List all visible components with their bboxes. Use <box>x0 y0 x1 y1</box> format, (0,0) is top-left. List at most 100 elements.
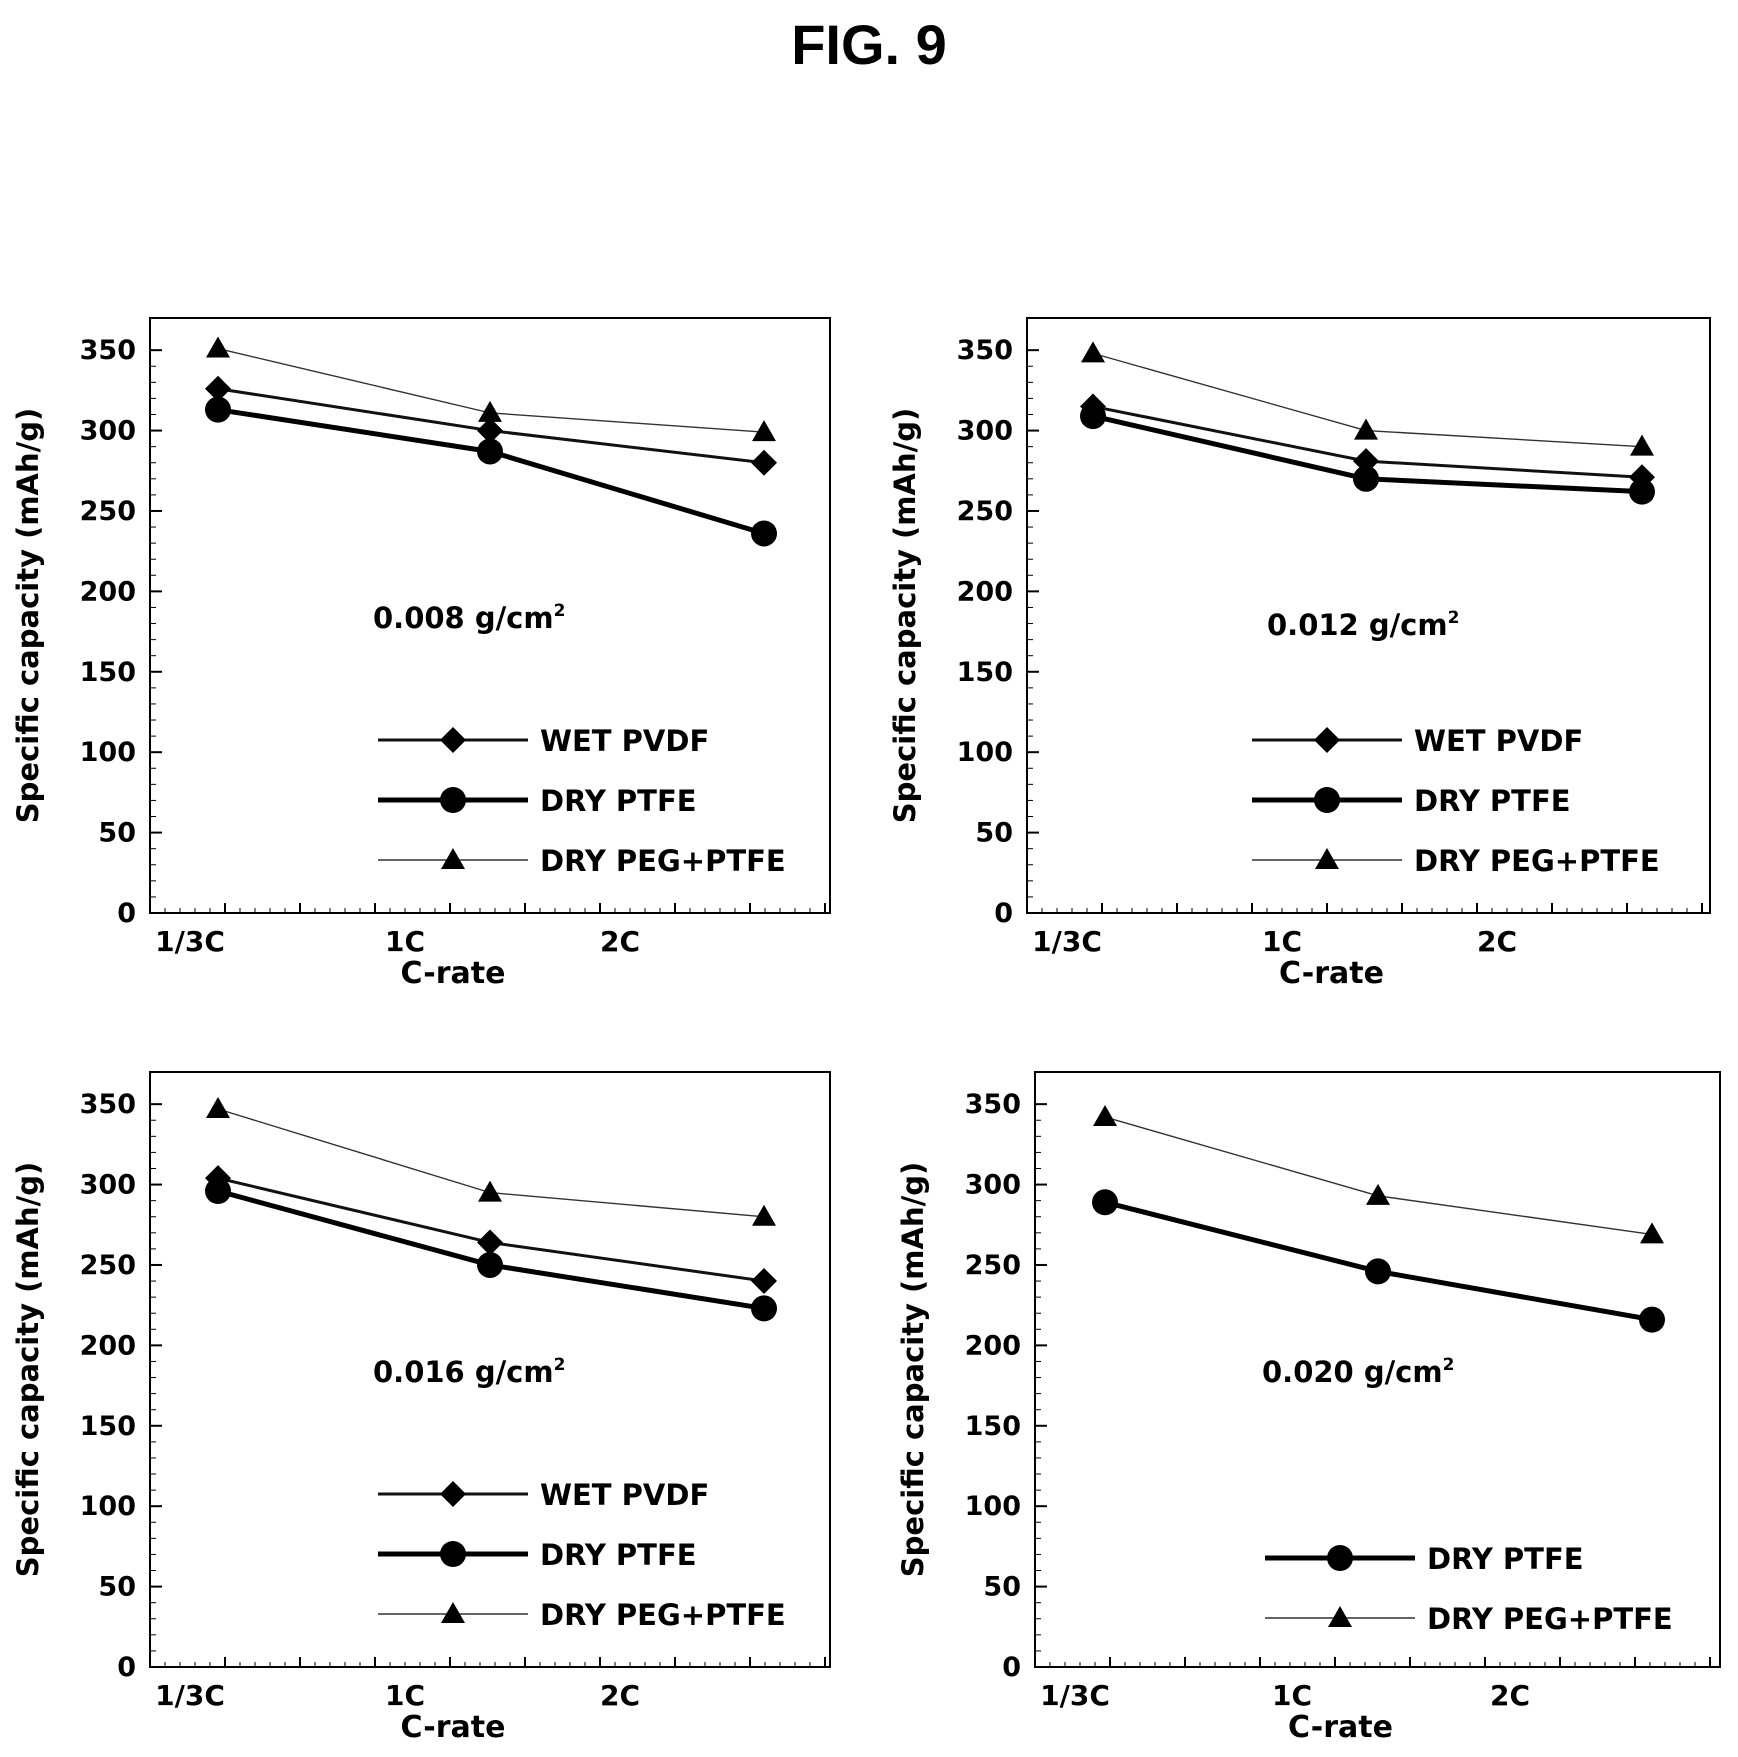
x-axis-label: C-rate <box>1288 1710 1393 1745</box>
data-point-triangle <box>478 1180 502 1202</box>
plot-frame <box>1034 1071 1721 1668</box>
x-tick-label: 1C <box>385 1679 425 1712</box>
y-tick-label: 0 <box>1002 1652 1021 1683</box>
chart-panel-3: 0 50 100 150 200 250 300 350 1/3C 1C 2C C-rate Speci… <box>11 1071 831 1745</box>
data-point-circle <box>205 396 231 423</box>
legend-label: DRY PEG+PTFE <box>540 844 786 878</box>
y-tick-label: 200 <box>80 576 136 607</box>
legend-label: DRY PEG+PTFE <box>1427 1602 1673 1636</box>
y-tick-label: 250 <box>80 496 136 527</box>
y-axis-label: Specific capacity (mAh/g) <box>896 1162 930 1577</box>
data-point-triangle <box>1630 434 1654 456</box>
y-tick-label: 300 <box>80 1170 136 1201</box>
density-annotation-superscript: 2 <box>554 1355 566 1375</box>
x-tick-label: 1C <box>1262 925 1302 958</box>
legend-label: DRY PEG+PTFE <box>1414 844 1660 878</box>
figure-title: FIG. 9 <box>791 13 947 76</box>
legend-entry: DRY PTFE <box>1252 784 1571 818</box>
legend-label: WET PVDF <box>540 724 709 758</box>
data-point-triangle <box>1354 418 1378 440</box>
y-tick-label: 100 <box>80 1491 136 1522</box>
y-tick-label: 300 <box>80 416 136 447</box>
y-tick-label: 50 <box>975 818 1013 849</box>
y-tick-label: 50 <box>983 1572 1021 1603</box>
data-point-triangle <box>206 336 230 358</box>
y-axis-label: Specific capacity (mAh/g) <box>11 1162 45 1577</box>
legend-entry: DRY PTFE <box>1265 1542 1584 1576</box>
data-point-triangle <box>478 400 502 422</box>
x-tick-label: 1/3C <box>155 1679 225 1712</box>
y-tick-label: 350 <box>957 335 1013 366</box>
data-point-circle <box>1629 478 1655 505</box>
y-tick-label: 0 <box>117 898 136 929</box>
y-tick-label: 250 <box>965 1250 1021 1281</box>
plot-frame <box>1026 317 1711 914</box>
chart-panel-1: 0 50 100 150 200 250 300 350 1/3C 1C 2C C-rate Speci… <box>11 317 831 991</box>
data-point-triangle <box>1081 341 1105 363</box>
y-tick-label: 200 <box>957 576 1013 607</box>
data-point-triangle <box>1640 1222 1664 1244</box>
x-tick-label: 1C <box>385 925 425 958</box>
y-tick-label: 50 <box>98 1572 136 1603</box>
x-tick-label: 2C <box>600 925 640 958</box>
x-tick-label: 1/3C <box>155 925 225 958</box>
density-annotation: 0.020 g/cm2 <box>1262 1355 1454 1389</box>
data-point-triangle <box>1366 1183 1390 1205</box>
legend-entry: DRY PTFE <box>378 1538 697 1572</box>
data-point-circle <box>751 520 777 547</box>
legend-entry: DRY PEG+PTFE <box>1252 844 1660 878</box>
data-point-circle <box>1080 403 1106 430</box>
x-tick-label: 1C <box>1272 1679 1312 1712</box>
data-point-triangle <box>1093 1105 1117 1127</box>
y-tick-label: 350 <box>80 1089 136 1120</box>
legend-marker-circle <box>1314 787 1340 813</box>
y-tick-label: 150 <box>965 1411 1021 1442</box>
density-annotation: 0.012 g/cm2 <box>1267 608 1459 642</box>
y-tick-label: 100 <box>957 737 1013 768</box>
y-tick-label: 200 <box>80 1330 136 1361</box>
series-line-dry-peg-ptfe <box>1104 1116 1653 1236</box>
chart-panel-2: 0 50 100 150 200 250 300 350 1/3C 1C 2C C-rate Speci… <box>888 317 1711 991</box>
data-point-diamond <box>751 1268 777 1295</box>
y-axis-label: Specific capacity (mAh/g) <box>888 408 922 823</box>
y-tick-label: 150 <box>80 657 136 688</box>
legend-label: DRY PEG+PTFE <box>540 1598 786 1632</box>
legend-marker-triangle <box>1315 848 1339 869</box>
legend-label: WET PVDF <box>1414 724 1583 758</box>
data-point-circle <box>751 1295 777 1322</box>
legend-label: WET PVDF <box>540 1478 709 1512</box>
y-tick-label: 300 <box>965 1170 1021 1201</box>
density-annotation: 0.008 g/cm2 <box>373 601 565 635</box>
legend-marker-triangle <box>441 1602 465 1623</box>
legend-marker-circle <box>440 1541 466 1567</box>
legend-entry: DRY PEG+PTFE <box>378 844 786 878</box>
legend-marker-circle <box>440 787 466 813</box>
data-point-diamond <box>477 417 503 444</box>
legend-label: DRY PTFE <box>540 1538 697 1572</box>
y-tick-label: 150 <box>957 657 1013 688</box>
plot-frame <box>149 1071 831 1668</box>
data-point-diamond <box>205 375 231 402</box>
legend-entry: DRY PEG+PTFE <box>378 1598 786 1632</box>
x-tick-label: 1/3C <box>1040 1679 1110 1712</box>
plot-frame <box>149 317 831 914</box>
legend-entry: WET PVDF <box>378 1478 709 1512</box>
density-annotation-superscript: 2 <box>1448 608 1460 628</box>
x-axis-label: C-rate <box>1279 956 1384 991</box>
y-tick-label: 100 <box>80 737 136 768</box>
data-point-triangle <box>206 1096 230 1118</box>
x-tick-label: 2C <box>600 1679 640 1712</box>
density-annotation-superscript: 2 <box>1443 1355 1455 1375</box>
chart-panel-4: 0 50 100 150 200 250 300 350 1/3C 1C 2C C-rate Speci… <box>896 1071 1721 1745</box>
density-annotation: 0.016 g/cm2 <box>373 1355 565 1389</box>
legend-marker-circle <box>1327 1545 1353 1571</box>
legend-entry: WET PVDF <box>378 724 709 758</box>
y-tick-label: 200 <box>965 1330 1021 1361</box>
data-point-circle <box>205 1178 231 1204</box>
data-point-diamond <box>477 1229 503 1256</box>
data-point-diamond <box>751 449 777 476</box>
y-tick-label: 250 <box>80 1250 136 1281</box>
density-annotation-superscript: 2 <box>554 601 566 621</box>
data-point-circle <box>1639 1306 1665 1333</box>
